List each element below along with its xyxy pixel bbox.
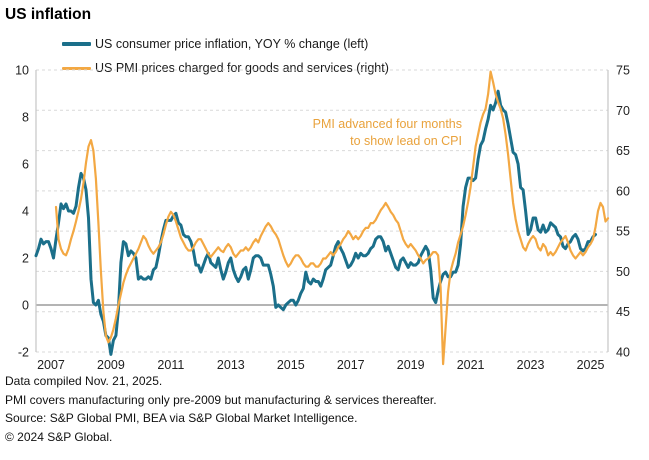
x-axis-tick-label: 2025 <box>577 358 605 372</box>
x-axis-tick-label: 2019 <box>397 358 425 372</box>
x-axis-tick-label: 2007 <box>37 358 65 372</box>
footer-compiled: Data compiled Nov. 21, 2025. <box>5 374 163 388</box>
footer-copyright: © 2024 S&P Global. <box>5 429 113 444</box>
x-axis-tick-label: 2015 <box>277 358 305 372</box>
left-axis-tick-label: 2 <box>22 252 29 266</box>
left-axis-tick-label: 8 <box>22 111 29 125</box>
footer-pmi-note: PMI covers manufacturing only pre-2009 b… <box>5 392 437 407</box>
x-axis-tick-label: 2023 <box>517 358 545 372</box>
left-axis-tick-label: 6 <box>22 158 29 172</box>
x-axis-tick-label: 2021 <box>457 358 485 372</box>
right-axis-tick-label: 40 <box>616 346 630 360</box>
cpi-line <box>34 89 597 356</box>
cpi-line-swatch-icon <box>62 42 91 46</box>
footer-notes: Data compiled Nov. 21, 2025. PMI covers … <box>5 372 437 446</box>
footer-source: Source: S&P Global PMI, BEA via S&P Glob… <box>5 411 358 425</box>
right-axis-tick-label: 70 <box>616 104 630 118</box>
right-axis-tick-label: 65 <box>616 144 630 158</box>
left-axis-tick-label: -2 <box>18 346 29 360</box>
right-axis-tick-label: 75 <box>616 64 630 78</box>
left-axis-tick-label: 4 <box>22 205 29 219</box>
annotation-line-2: to show lead on CPI <box>350 134 462 148</box>
legend-item-cpi: US consumer price inflation, YOY % chang… <box>62 37 368 51</box>
pmi-line-swatch-icon <box>62 66 91 70</box>
x-axis-tick-label: 2011 <box>157 358 184 372</box>
legend-label-cpi: US consumer price inflation, YOY % chang… <box>95 37 369 51</box>
right-axis-tick-label: 55 <box>616 225 630 239</box>
page-title: US inflation <box>5 6 92 23</box>
x-axis-tick-label: 2013 <box>217 358 245 372</box>
legend-label-pmi: US PMI prices charged for goods and serv… <box>95 61 389 75</box>
right-axis-tick-label: 50 <box>616 265 630 279</box>
legend-item-pmi: US PMI prices charged for goods and serv… <box>62 61 389 75</box>
left-axis-tick-label: 0 <box>22 299 29 313</box>
x-axis-tick-label: 2009 <box>97 358 125 372</box>
right-axis-tick-label: 60 <box>616 184 630 198</box>
chart-annotation: PMI advanced four months to show lead on… <box>230 116 462 150</box>
left-axis-tick-label: 10 <box>15 64 29 78</box>
x-axis-tick-label: 2017 <box>337 358 365 372</box>
pmi-line <box>54 70 610 366</box>
right-axis-tick-label: 45 <box>616 305 630 319</box>
annotation-line-1: PMI advanced four months <box>312 117 462 131</box>
